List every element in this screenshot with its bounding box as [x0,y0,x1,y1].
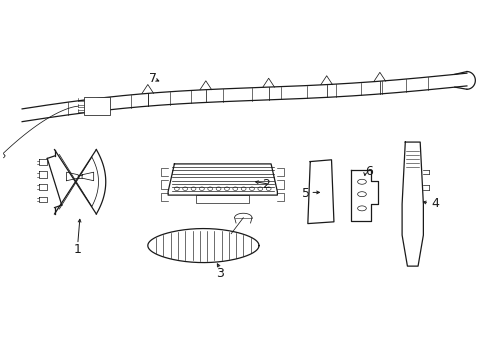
Text: 6: 6 [365,165,372,178]
Circle shape [183,187,187,190]
Circle shape [265,187,270,190]
Text: 5: 5 [302,187,310,200]
Ellipse shape [357,206,366,211]
Circle shape [199,187,204,190]
Circle shape [191,187,196,190]
Circle shape [216,187,221,190]
Circle shape [174,187,179,190]
Circle shape [232,187,237,190]
Circle shape [257,187,262,190]
Ellipse shape [357,179,366,184]
Text: 4: 4 [430,197,439,210]
Circle shape [249,187,254,190]
Circle shape [224,187,229,190]
Bar [196,195,249,203]
Text: 7: 7 [148,72,156,85]
Circle shape [207,187,212,190]
Text: 1: 1 [74,243,81,256]
Bar [83,97,110,116]
Ellipse shape [357,192,366,197]
Text: 2: 2 [262,178,270,191]
Circle shape [241,187,245,190]
Text: 3: 3 [216,267,224,280]
